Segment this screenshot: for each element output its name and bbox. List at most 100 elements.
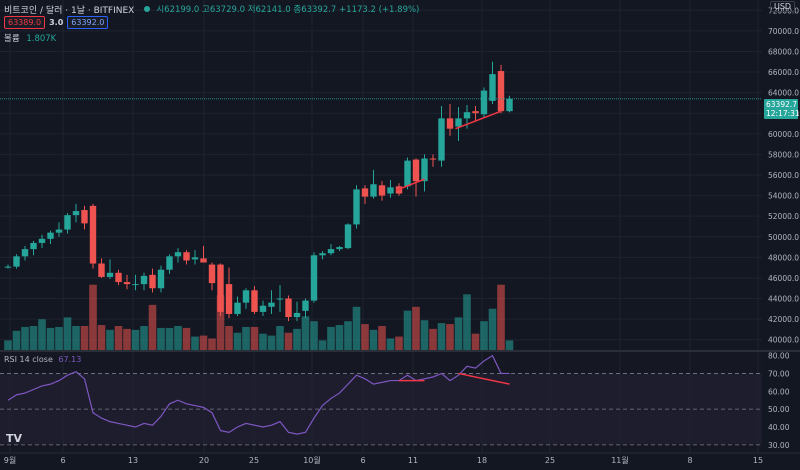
candle-body[interactable] xyxy=(64,215,71,230)
volume-bar xyxy=(446,324,454,350)
volume-bar xyxy=(284,332,293,350)
candle-body[interactable] xyxy=(72,211,80,216)
volume-bar xyxy=(497,284,505,350)
time-axis-label: 13 xyxy=(128,456,138,465)
volume-bar xyxy=(259,333,267,350)
price-axis-label: 42000.0 xyxy=(768,315,799,324)
volume-bar xyxy=(463,294,471,350)
candle-body[interactable] xyxy=(336,247,343,250)
candle-body[interactable] xyxy=(438,118,445,161)
candle-body[interactable] xyxy=(4,266,12,268)
candle-body[interactable] xyxy=(412,159,420,182)
candle-body[interactable] xyxy=(361,188,369,197)
volume-bar xyxy=(233,332,242,350)
candle-body[interactable] xyxy=(234,302,241,314)
candle-body[interactable] xyxy=(140,275,148,285)
price-axis-label: 58000.0 xyxy=(768,150,799,159)
price-axis-label: 70000.0 xyxy=(768,27,799,36)
volume-bar xyxy=(267,335,276,350)
candle-body[interactable] xyxy=(225,284,233,314)
sell-button[interactable]: 63389.0 xyxy=(4,16,46,29)
candle-body[interactable] xyxy=(47,232,54,239)
candle-body[interactable] xyxy=(208,264,216,284)
volume-bar xyxy=(12,330,21,350)
volume-bar xyxy=(46,327,55,350)
candle-body[interactable] xyxy=(98,263,105,277)
rsi-line[interactable] xyxy=(7,354,510,435)
rsi-divergence-line[interactable] xyxy=(458,372,510,385)
candle-body[interactable] xyxy=(149,274,156,289)
rsi-label: RSI 14 close xyxy=(4,355,53,364)
price-axis-label: 72000.0 xyxy=(768,6,799,15)
candle-body[interactable] xyxy=(200,258,207,263)
candle-body[interactable] xyxy=(310,255,318,301)
candle-body[interactable] xyxy=(285,298,292,318)
candle-body[interactable] xyxy=(89,205,97,264)
candle-body[interactable] xyxy=(183,252,190,261)
candle-body[interactable] xyxy=(472,111,479,114)
candle-body[interactable] xyxy=(174,252,182,257)
candle-body[interactable] xyxy=(115,272,122,283)
candle-body[interactable] xyxy=(259,305,267,312)
candle-body[interactable] xyxy=(106,272,114,277)
candle-body[interactable] xyxy=(268,302,275,307)
volume-bar xyxy=(301,316,310,350)
candle-body[interactable] xyxy=(404,160,411,187)
candle-body[interactable] xyxy=(55,229,63,233)
trendline-drawing[interactable] xyxy=(455,110,502,130)
live-dot-icon xyxy=(144,6,151,12)
candle-body[interactable] xyxy=(30,242,37,250)
candle-body[interactable] xyxy=(455,118,462,127)
buy-button[interactable]: 63392.0 xyxy=(67,16,109,29)
candle-body[interactable] xyxy=(217,264,224,312)
tradingview-logo-icon[interactable]: TV xyxy=(6,432,23,445)
volume-bar xyxy=(225,326,233,350)
candle-body[interactable] xyxy=(446,118,454,129)
candle-body[interactable] xyxy=(166,256,173,270)
candle-body[interactable] xyxy=(293,312,301,318)
candle-body[interactable] xyxy=(132,284,139,286)
candle-body[interactable] xyxy=(251,290,258,312)
candle-body[interactable] xyxy=(242,290,250,303)
candle-body[interactable] xyxy=(480,90,488,115)
candle-body[interactable] xyxy=(327,249,335,254)
time-axis-label: 25 xyxy=(249,456,259,465)
volume-legend[interactable]: 볼륨 1.807K xyxy=(4,32,56,44)
price-axis-label: 50000.0 xyxy=(768,233,799,242)
candle-body[interactable] xyxy=(276,298,284,300)
candle-body[interactable] xyxy=(302,300,309,311)
candle-body[interactable] xyxy=(378,185,386,196)
candle-body[interactable] xyxy=(353,189,360,225)
candle-body[interactable] xyxy=(489,74,496,101)
candle-body[interactable] xyxy=(191,257,199,260)
volume-bar xyxy=(131,329,140,350)
rsi-legend[interactable]: RSI 14 close 67.13 xyxy=(4,355,81,364)
candle-body[interactable] xyxy=(38,238,46,243)
candle-body[interactable] xyxy=(429,158,437,160)
candle-body[interactable] xyxy=(13,256,20,267)
candle-body[interactable] xyxy=(344,224,352,249)
volume-bar xyxy=(72,326,80,350)
volume-bar xyxy=(106,329,114,350)
candle-body[interactable] xyxy=(81,210,88,224)
candle-body[interactable] xyxy=(497,71,505,112)
volume-bar xyxy=(361,324,369,350)
candle-body[interactable] xyxy=(421,158,428,182)
rsi-axis-label: 60.00 xyxy=(768,387,790,396)
candle-body[interactable] xyxy=(463,112,471,119)
symbol-title[interactable]: 비트코인 / 달러 · 1날 · BITFINEX xyxy=(4,5,135,16)
currency-selector[interactable]: USD xyxy=(770,1,796,12)
rsi-pane[interactable] xyxy=(0,352,762,452)
candle-body[interactable] xyxy=(506,98,513,112)
time-axis-label: 6 xyxy=(60,456,65,465)
time-axis-label: 11 xyxy=(408,456,418,465)
candle-body[interactable] xyxy=(387,187,394,194)
candle-body[interactable] xyxy=(157,269,165,289)
candle-body[interactable] xyxy=(21,249,29,257)
trendline-drawing[interactable] xyxy=(395,178,425,192)
candle-body[interactable] xyxy=(319,253,326,256)
candle-body[interactable] xyxy=(370,184,377,197)
rsi-axis-label: 70.00 xyxy=(768,369,790,378)
candle-body[interactable] xyxy=(123,282,131,285)
